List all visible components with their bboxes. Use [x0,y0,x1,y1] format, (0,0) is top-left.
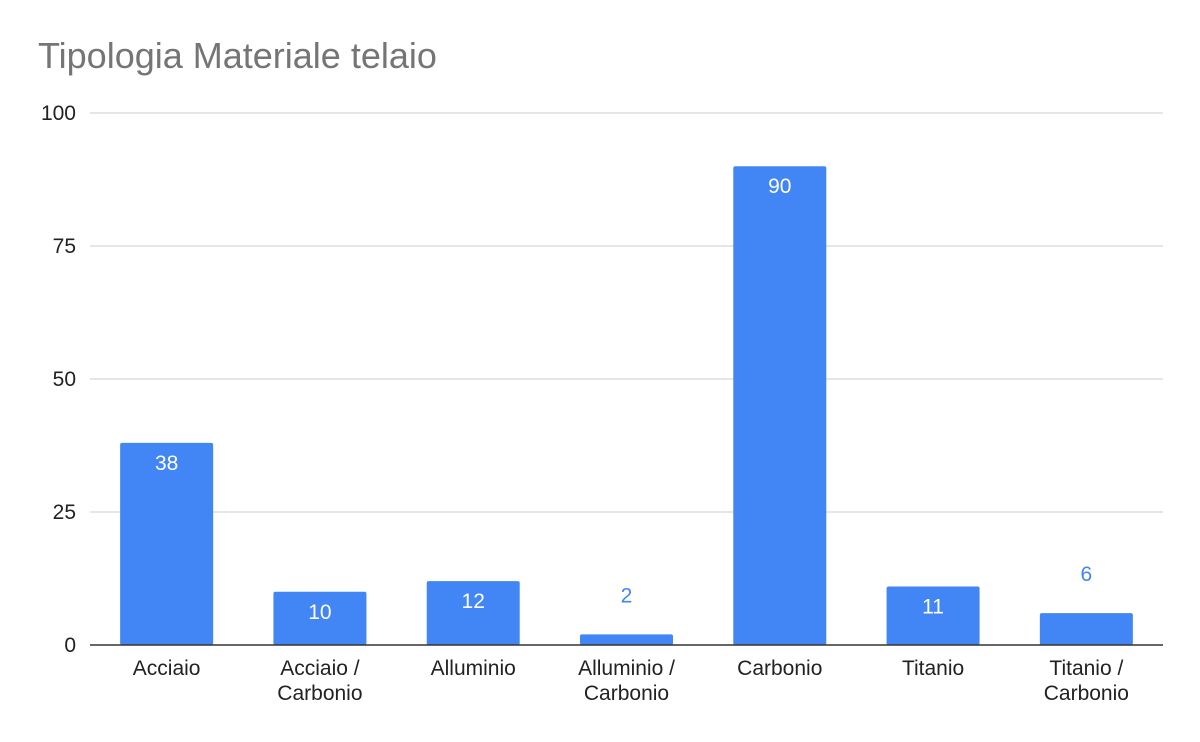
data-label: 6 [1081,563,1093,586]
x-category-label: Carbonio [737,657,822,680]
x-category-label: Titanio [902,657,964,680]
data-label: 90 [768,175,791,198]
y-tick-label: 0 [64,634,76,657]
data-label: 10 [308,601,331,624]
bar [1039,613,1133,645]
x-category-label: Acciaio / [280,657,360,680]
bars [120,166,1133,645]
y-tick-label: 25 [53,501,76,524]
bar [120,442,214,645]
y-axis-ticks: 0 25 50 75 100 [41,102,76,657]
bar [886,586,980,645]
data-label: 11 [922,595,944,618]
bar [273,591,367,645]
gridlines [90,112,1163,513]
data-labels: 38 10 12 2 90 11 6 [155,175,1092,624]
x-category-label: Titanio / [1049,657,1123,680]
x-category-label: Alluminio / [578,657,675,680]
x-category-label: Acciaio [133,657,201,680]
data-label: 12 [462,590,485,613]
data-label: 2 [621,584,633,607]
y-tick-label: 50 [53,368,76,391]
y-tick-label: 75 [53,235,76,258]
x-category-label: Carbonio [277,682,362,705]
bar [580,634,673,645]
chart-title: Tipologia Materiale telaio [38,35,437,76]
x-category-label: Alluminio [431,657,516,680]
data-label: 38 [155,452,178,475]
bar [426,581,520,645]
y-tick-label: 100 [41,102,76,125]
x-category-label: Carbonio [584,682,669,705]
bar [733,166,827,645]
x-category-label: Carbonio [1044,682,1129,705]
